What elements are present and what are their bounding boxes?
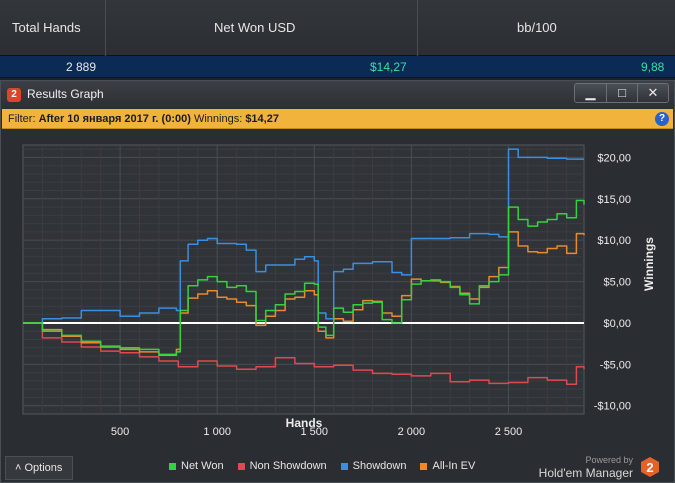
results-line-chart: 500 1 000 1 500 2 000 2 500 $20,00 $15,00 $10,…: [22, 144, 656, 438]
column-divider: [417, 0, 418, 56]
legend-label: Showdown: [352, 460, 407, 472]
legend-swatch: [169, 462, 176, 470]
y-tick-label: -$10,00: [594, 401, 631, 413]
series-line-non-showdown: [23, 322, 585, 385]
plot-area: [22, 144, 585, 415]
summary-values-row[interactable]: 2 889 $14,27 9,88: [0, 56, 675, 78]
x-tick-label: 2 500: [495, 426, 523, 438]
filter-winnings-label: Winnings:: [190, 113, 246, 125]
legend-swatch: [420, 462, 428, 470]
powered-by-label: Powered by: [585, 455, 633, 465]
legend-label: Net Won: [181, 460, 224, 472]
y-tick-label: $15,00: [597, 194, 631, 206]
legend-item-all-in-ev[interactable]: All-In EV: [420, 460, 475, 472]
legend-item-non-showdown[interactable]: Non Showdown: [237, 460, 327, 472]
legend-item-showdown[interactable]: Showdown: [340, 460, 407, 472]
minimize-button[interactable]: ▁: [575, 84, 606, 102]
net-won-value: $14,27: [370, 60, 407, 74]
x-tick-label: 500: [111, 426, 129, 438]
column-header-net-won[interactable]: Net Won USD: [214, 20, 296, 35]
y-tick-label: $20,00: [597, 152, 631, 164]
x-tick-label: 1 000: [203, 426, 231, 438]
x-tick-label: 1 500: [301, 426, 329, 438]
series-lines: [23, 148, 585, 385]
column-divider: [105, 0, 106, 56]
hem-logo-icon: 2: [641, 457, 659, 477]
maximize-button[interactable]: □: [606, 84, 637, 102]
chart-legend: Net Won Non Showdown Showdown All-In EV: [169, 460, 475, 472]
x-axis-ticks: 500 1 000 1 500 2 000 2 500: [111, 426, 522, 438]
column-header-total-hands[interactable]: Total Hands: [12, 20, 81, 35]
brand-name: Hold'em Manager: [538, 466, 633, 480]
filter-winnings-value: $14,27: [245, 113, 279, 125]
options-button[interactable]: ˄ Options: [5, 456, 73, 480]
logo-label: 2: [646, 460, 653, 475]
hem-app-icon: 2: [7, 88, 21, 102]
y-tick-label: -$5,00: [600, 359, 631, 371]
grid-lines: [23, 145, 584, 414]
bb100-value: 9,88: [641, 60, 665, 74]
legend-swatch: [340, 462, 348, 470]
filter-prefix: Filter:: [8, 113, 39, 125]
plot-background: [22, 144, 585, 415]
series-line-showdown: [23, 148, 584, 324]
legend-label: All-In EV: [432, 460, 476, 472]
series-line-net-won: [23, 199, 585, 356]
legend-label: Non Showdown: [249, 460, 327, 472]
window-titlebar[interactable]: 2 Results Graph ▁ □ ✕: [1, 81, 674, 108]
column-header-bb100[interactable]: bb/100: [517, 20, 557, 35]
window-title: Results Graph: [27, 87, 104, 101]
window-controls: ▁ □ ✕: [574, 83, 669, 103]
y-axis-title: Winnings: [642, 237, 656, 291]
help-icon[interactable]: ?: [655, 112, 669, 126]
x-tick-label: 2 000: [398, 426, 426, 438]
filter-text: After 10 января 2017 г. (0:00): [38, 113, 191, 125]
powered-by-brand: Powered by Hold'em Manager: [537, 454, 637, 482]
graph-footer: ˄ Options Net Won Non Showdown Showdown …: [1, 454, 674, 483]
x-axis-title: Hands: [286, 416, 323, 430]
summary-header-row: Total Hands Net Won USD bb/100: [0, 0, 675, 56]
y-tick-label: $5,00: [603, 277, 631, 289]
legend-item-net-won[interactable]: Net Won: [169, 460, 224, 472]
legend-swatch: [237, 462, 245, 470]
filter-bar[interactable]: Filter: After 10 января 2017 г. (0:00) W…: [2, 109, 673, 129]
y-tick-label: $10,00: [597, 235, 631, 247]
total-hands-value: 2 889: [66, 60, 97, 74]
y-axis-ticks: $20,00 $15,00 $10,00 $5,00 $0,00 -$5,00 -$10,0…: [594, 152, 631, 412]
close-button[interactable]: ✕: [637, 84, 668, 102]
results-graph-window: 2 Results Graph ▁ □ ✕ Filter: After 10 я…: [0, 80, 675, 483]
y-tick-label: $0,00: [603, 318, 631, 330]
